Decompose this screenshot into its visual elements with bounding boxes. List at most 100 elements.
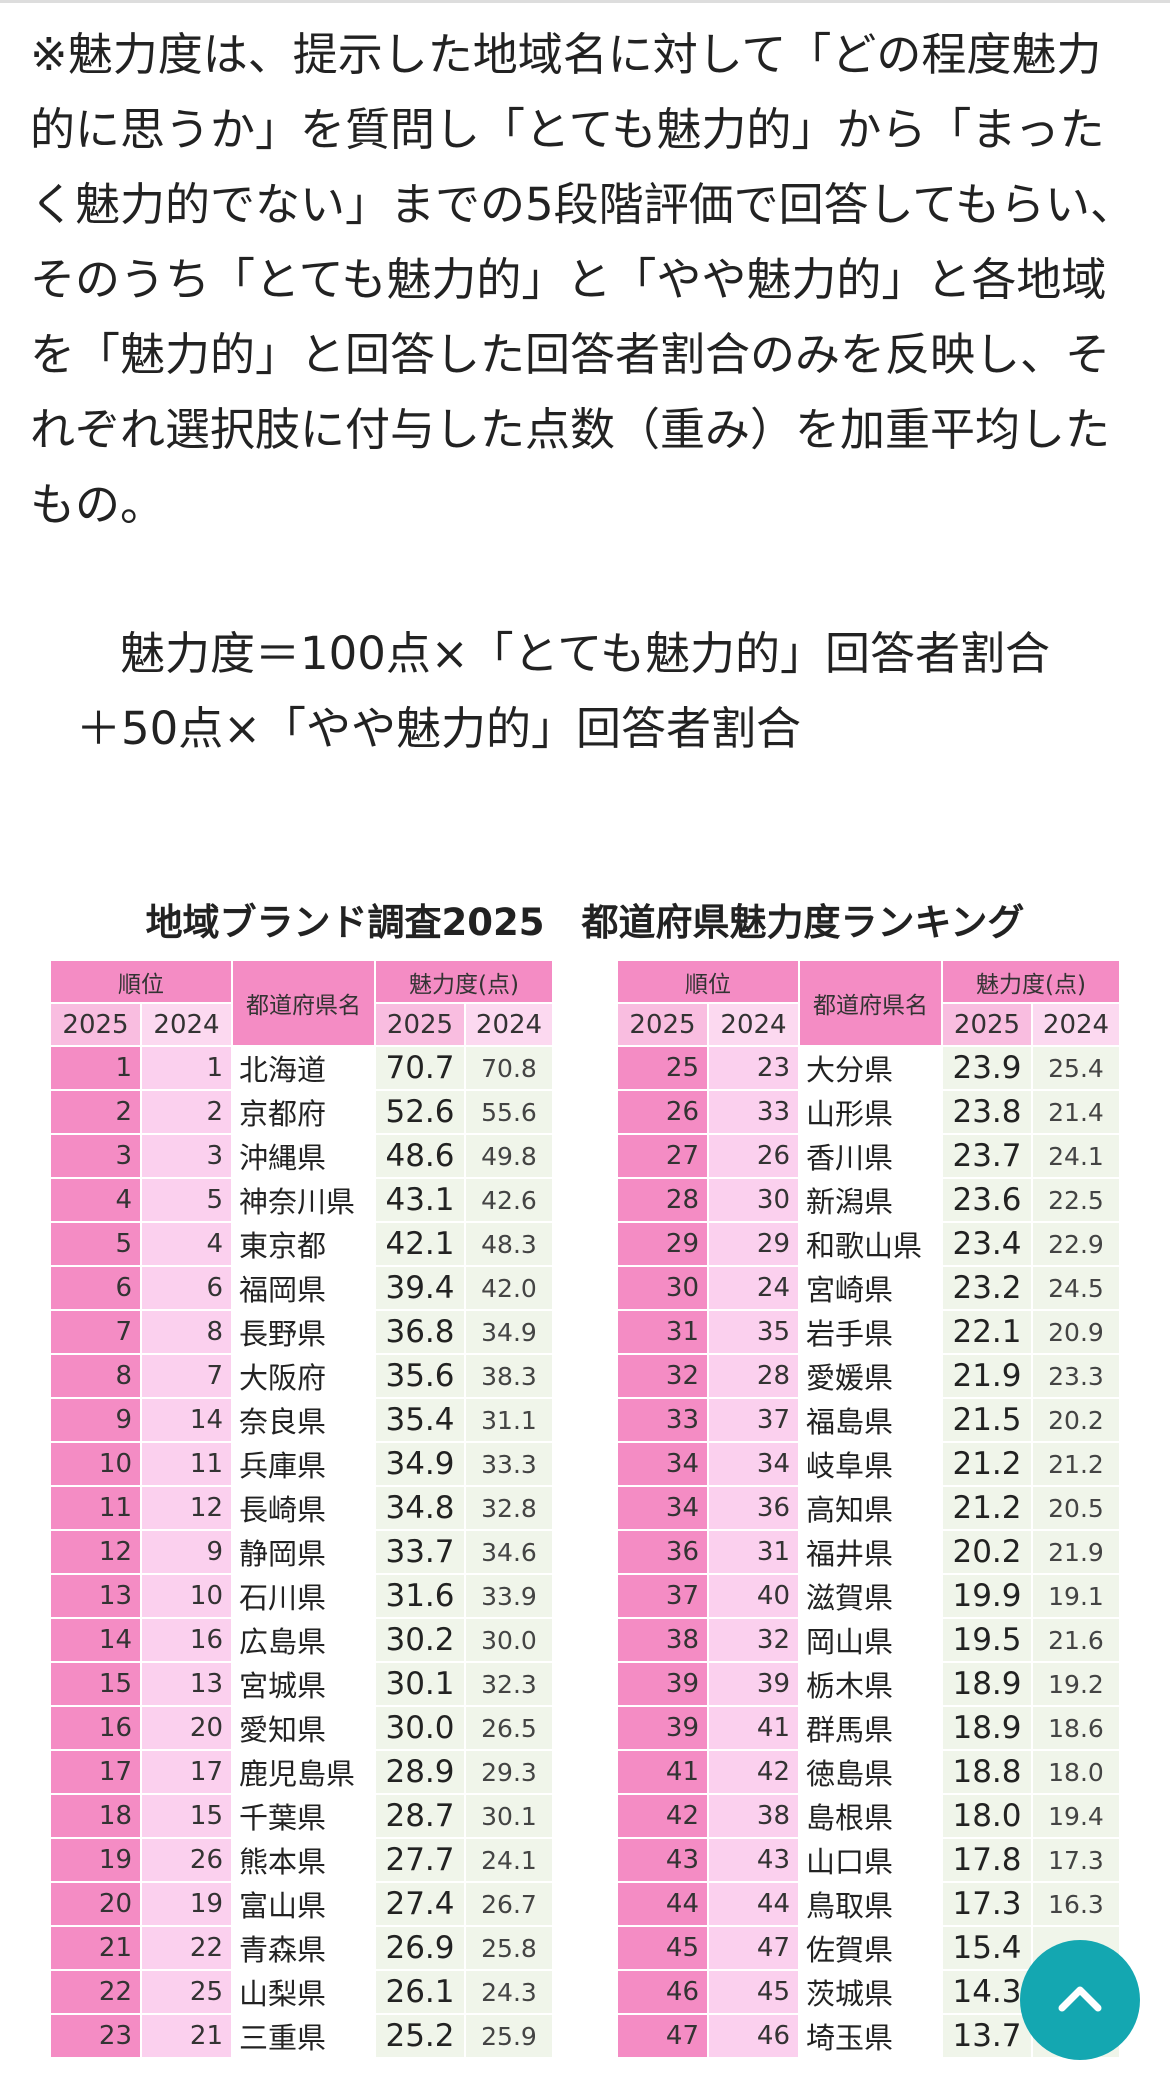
table-cell: 42.0: [464, 1265, 554, 1311]
table-cell: 39: [707, 1661, 800, 1707]
table-cell: 43: [707, 1837, 800, 1883]
table-cell: 70.8: [464, 1045, 554, 1091]
table-row: 22 25 山梨県 26.1 24.3: [49, 1969, 554, 2015]
table-row: 39 39 栃木県 18.9 19.2: [616, 1661, 1121, 1707]
table-cell: 45: [707, 1969, 800, 2015]
table-cell: 30: [616, 1265, 709, 1311]
header-cell: 都道府県名: [231, 959, 376, 1047]
table-row: 29 29 和歌山県 23.4 22.9: [616, 1221, 1121, 1267]
table-cell: 青森県: [231, 1925, 376, 1971]
table-cell: 23.9: [941, 1045, 1033, 1091]
table-cell: 24.3: [464, 1969, 554, 2015]
table-row: 42 38 島根県 18.0 19.4: [616, 1793, 1121, 1839]
table-cell: 山口県: [798, 1837, 943, 1883]
table-row: 26 33 山形県 23.8 21.4: [616, 1089, 1121, 1135]
table-cell: 19: [140, 1881, 233, 1927]
table-cell: 北海道: [231, 1045, 376, 1091]
table-cell: 24.1: [1031, 1133, 1121, 1179]
table-cell: 群馬県: [798, 1705, 943, 1751]
table-cell: 31.6: [374, 1573, 466, 1619]
table-cell: 17: [49, 1749, 142, 1795]
table-cell: 新潟県: [798, 1177, 943, 1223]
table-cell: 三重県: [231, 2013, 376, 2059]
table-cell: 18.8: [941, 1749, 1033, 1795]
scroll-top-button[interactable]: [1020, 1940, 1140, 2060]
table-cell: 20: [140, 1705, 233, 1751]
table-cell: 28: [616, 1177, 709, 1223]
header-cell: 魅力度(点): [374, 959, 554, 1004]
table-cell: 48.6: [374, 1133, 466, 1179]
table-row: 31 35 岩手県 22.1 20.9: [616, 1309, 1121, 1355]
table-cell: 27.7: [374, 1837, 466, 1883]
table-cell: 23.2: [941, 1265, 1033, 1311]
table-cell: 25.8: [464, 1925, 554, 1971]
table-cell: 42: [616, 1793, 709, 1839]
table-cell: 23.4: [941, 1221, 1033, 1267]
table-cell: 東京都: [231, 1221, 376, 1267]
table-cell: 40: [707, 1573, 800, 1619]
table-cell: 滋賀県: [798, 1573, 943, 1619]
table-cell: 21: [140, 2013, 233, 2059]
table-row: 25 23 大分県 23.9 25.4: [616, 1045, 1121, 1091]
table-cell: 7: [49, 1309, 142, 1355]
table-row: 20 19 富山県 27.4 26.7: [49, 1881, 554, 1927]
header-cell: 2024: [140, 1002, 233, 1047]
table-cell: 愛知県: [231, 1705, 376, 1751]
table-row: 28 30 新潟県 23.6 22.5: [616, 1177, 1121, 1223]
table-cell: 16: [49, 1705, 142, 1751]
table-cell: 27.4: [374, 1881, 466, 1927]
table-cell: 34: [616, 1441, 709, 1487]
table-cell: 27: [616, 1133, 709, 1179]
table-cell: 37: [616, 1573, 709, 1619]
header-cell: 都道府県名: [798, 959, 943, 1047]
table-row: 1 1 北海道 70.7 70.8: [49, 1045, 554, 1091]
table-cell: 23.7: [941, 1133, 1033, 1179]
table-cell: 32: [616, 1353, 709, 1399]
table-cell: 山梨県: [231, 1969, 376, 2015]
table-cell: 7: [140, 1353, 233, 1399]
table-cell: 4: [140, 1221, 233, 1267]
table-cell: 29.3: [464, 1749, 554, 1795]
header-cell: 2025: [941, 1002, 1033, 1047]
table-cell: 2: [49, 1089, 142, 1135]
table-cell: 33: [616, 1397, 709, 1443]
table-cell: 静岡県: [231, 1529, 376, 1575]
table-cell: 52.6: [374, 1089, 466, 1135]
header-row: 2025 2024 2025 2024: [49, 1002, 554, 1047]
table-row: 34 34 岐阜県 21.2 21.2: [616, 1441, 1121, 1487]
table-cell: 20.2: [941, 1529, 1033, 1575]
table-cell: 46: [707, 2013, 800, 2059]
table-cell: 宮崎県: [798, 1265, 943, 1311]
table-cell: 3: [140, 1133, 233, 1179]
table-cell: 9: [49, 1397, 142, 1443]
table-cell: 47: [707, 1925, 800, 1971]
table-cell: 28.7: [374, 1793, 466, 1839]
table-cell: 鳥取県: [798, 1881, 943, 1927]
table-cell: 19.2: [1031, 1661, 1121, 1707]
header-cell: 2025: [616, 1002, 709, 1047]
table-cell: 神奈川県: [231, 1177, 376, 1223]
table-row: 39 41 群馬県 18.9 18.6: [616, 1705, 1121, 1751]
table-cell: 福島県: [798, 1397, 943, 1443]
table-cell: 鹿児島県: [231, 1749, 376, 1795]
table-cell: 37: [707, 1397, 800, 1443]
table-cell: 32: [707, 1617, 800, 1663]
table-cell: 24.5: [1031, 1265, 1121, 1311]
table-cell: 42.6: [464, 1177, 554, 1223]
table-row: 6 6 福岡県 39.4 42.0: [49, 1265, 554, 1311]
table-cell: 35.4: [374, 1397, 466, 1443]
table-cell: 70.7: [374, 1045, 466, 1091]
table-row: 12 9 静岡県 33.7 34.6: [49, 1529, 554, 1575]
table-row: 10 11 兵庫県 34.9 33.3: [49, 1441, 554, 1487]
table-cell: 茨城県: [798, 1969, 943, 2015]
table-cell: 19.4: [1031, 1793, 1121, 1839]
table-row: 44 44 鳥取県 17.3 16.3: [616, 1881, 1121, 1927]
table-cell: 34.6: [464, 1529, 554, 1575]
table-cell: 宮城県: [231, 1661, 376, 1707]
table-cell: 23: [49, 2013, 142, 2059]
table-row: 36 31 福井県 20.2 21.9: [616, 1529, 1121, 1575]
table-cell: 富山県: [231, 1881, 376, 1927]
table-cell: 1: [140, 1045, 233, 1091]
table-cell: 22: [140, 1925, 233, 1971]
table-cell: 47: [616, 2013, 709, 2059]
